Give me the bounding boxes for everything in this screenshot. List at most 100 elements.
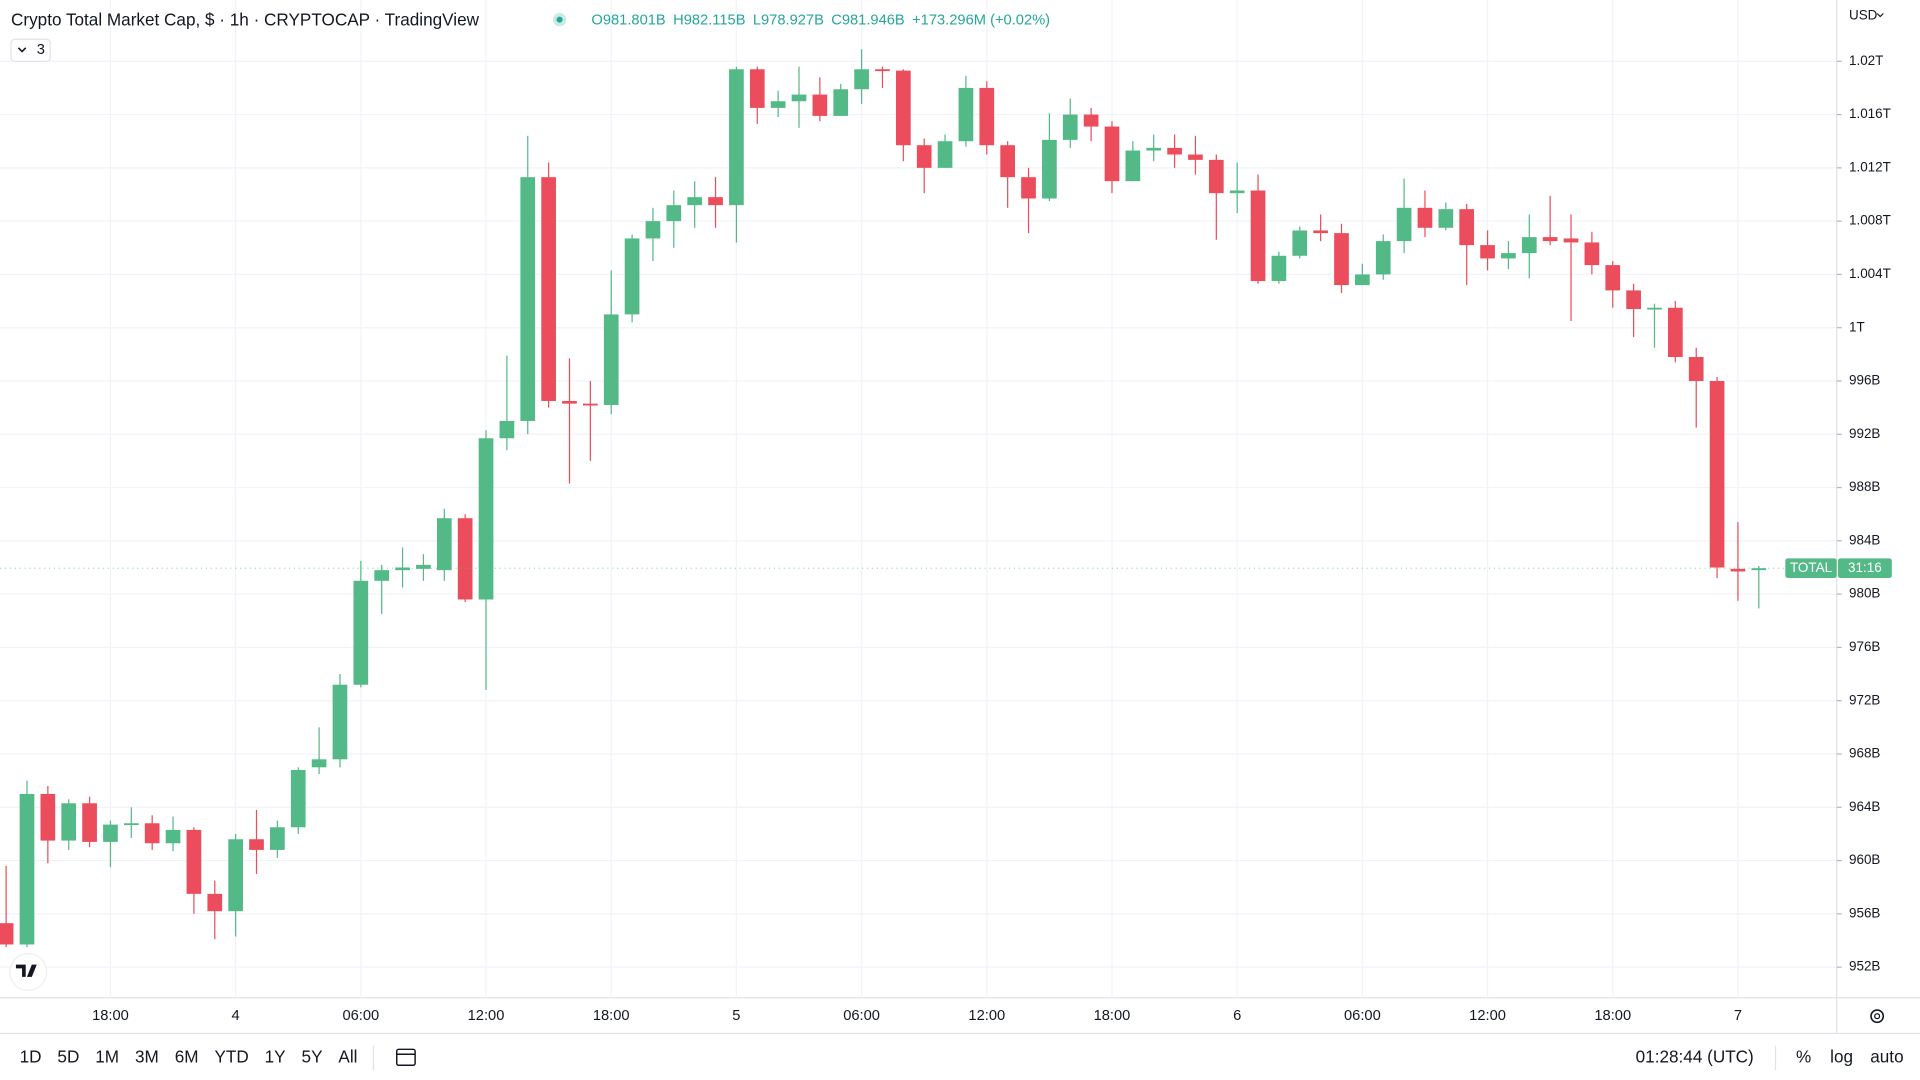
candle-body	[979, 87, 995, 146]
range-button[interactable]: 6M	[175, 1046, 199, 1066]
indicator-count: 3	[37, 42, 45, 58]
candles	[0, 49, 1767, 948]
y-tick-label: 988B	[1849, 479, 1880, 494]
candle-body	[645, 221, 661, 239]
date-range-icon[interactable]	[396, 1048, 416, 1067]
symbol-tag	[1785, 558, 1837, 579]
candle-body	[270, 827, 285, 850]
candle-body	[353, 580, 369, 685]
candle-body	[228, 839, 243, 912]
candle-body	[1501, 253, 1516, 259]
range-button[interactable]: 3M	[135, 1046, 159, 1066]
settings-icon[interactable]	[1870, 1009, 1885, 1024]
indicator-toggle[interactable]	[10, 38, 51, 62]
candle-body	[1542, 237, 1558, 242]
candle-body	[186, 829, 202, 894]
x-tick-label: 06:00	[1344, 1008, 1381, 1024]
log-toggle[interactable]: log	[1830, 1046, 1853, 1066]
range-button[interactable]: YTD	[214, 1046, 248, 1066]
candle-body	[332, 684, 348, 760]
range-button[interactable]: 5D	[57, 1046, 79, 1066]
x-tick-label: 18:00	[1594, 1008, 1631, 1024]
candle-body	[875, 69, 890, 72]
auto-toggle[interactable]: auto	[1870, 1046, 1903, 1066]
candle-body	[1188, 154, 1203, 160]
y-tick-label: 956B	[1849, 905, 1880, 920]
candle-body	[833, 89, 849, 116]
candle-body	[40, 793, 56, 841]
candle-body	[749, 69, 765, 108]
status-dot	[552, 12, 567, 27]
y-tick-label: 1T	[1849, 319, 1865, 334]
candle-body	[61, 803, 77, 841]
candle-body	[583, 403, 598, 406]
chart-title: Crypto Total Market Cap, $ · 1h · CRYPTO…	[11, 9, 480, 29]
candle-body	[0, 923, 14, 945]
candle-body	[1292, 230, 1308, 256]
y-tick-label: 1.016T	[1849, 106, 1891, 121]
clock: 01:28:44 (UTC)	[1636, 1046, 1754, 1066]
candle-body	[144, 823, 160, 844]
candle-body	[687, 197, 703, 206]
x-tick-label: 12:00	[468, 1008, 505, 1024]
candle-body	[729, 69, 744, 206]
range-button[interactable]: 1M	[95, 1046, 119, 1066]
candle-body	[812, 94, 828, 116]
range-button[interactable]: 1D	[20, 1046, 42, 1066]
candle-body	[603, 314, 619, 405]
x-tick-label: 06:00	[342, 1008, 379, 1024]
y-tick-label: 964B	[1849, 799, 1880, 814]
x-tick-label: 4	[232, 1008, 240, 1024]
x-tick-label: 18:00	[593, 1008, 630, 1024]
candle-body	[937, 141, 953, 168]
candle-body	[165, 829, 181, 844]
chevron-icon	[1876, 13, 1884, 18]
candle-body	[207, 893, 223, 912]
y-tick-label: 1.012T	[1849, 159, 1891, 174]
y-tick-label: 976B	[1849, 639, 1880, 654]
candle-body	[103, 824, 118, 842]
range-button[interactable]: 5Y	[302, 1046, 324, 1066]
candle-body	[791, 94, 807, 102]
chevron-icon	[17, 47, 27, 53]
candle-body	[1000, 145, 1016, 178]
y-tick-label: 980B	[1849, 586, 1880, 601]
currency-label[interactable]: USD	[1849, 8, 1878, 23]
y-tick-label: 984B	[1849, 532, 1880, 547]
candle-body	[895, 70, 911, 146]
candle-body	[1313, 230, 1328, 234]
legend-value: +173.296M (+0.02%)	[912, 13, 1050, 29]
candle-body	[541, 177, 556, 401]
candle-body	[1125, 150, 1141, 182]
axes: 952B 956B 960B 964B 968B 972B 976B 980B 984B 988B…	[0, 53, 1892, 1024]
candle-body	[1229, 190, 1245, 194]
candle-body	[1250, 190, 1266, 282]
candle-body	[916, 145, 932, 168]
candle-body	[520, 177, 536, 421]
candle-body	[1042, 139, 1057, 199]
candle-body	[1459, 209, 1475, 246]
range-button[interactable]: All	[338, 1046, 357, 1066]
percent-toggle[interactable]: %	[1796, 1046, 1811, 1066]
candle-body	[1355, 274, 1370, 286]
candle-body	[1668, 307, 1683, 358]
countdown-label: 31:16	[1848, 560, 1882, 575]
candle-body	[436, 518, 452, 571]
candle-body	[1021, 177, 1036, 199]
candle-body	[311, 759, 327, 768]
candle-body	[1375, 241, 1391, 275]
candle-body	[1271, 255, 1287, 282]
candle-body	[1563, 238, 1579, 243]
candle-body	[1709, 380, 1725, 568]
y-tick-label: 1.02T	[1849, 53, 1883, 68]
candle-body	[1605, 265, 1621, 291]
x-tick-label: 18:00	[92, 1008, 129, 1024]
candle-body	[854, 69, 869, 90]
x-tick-label: 12:00	[1469, 1008, 1506, 1024]
x-tick-label: 12:00	[968, 1008, 1005, 1024]
range-button[interactable]: 1Y	[265, 1046, 287, 1066]
candle-body	[1208, 159, 1224, 194]
y-tick-label: 952B	[1849, 959, 1880, 974]
